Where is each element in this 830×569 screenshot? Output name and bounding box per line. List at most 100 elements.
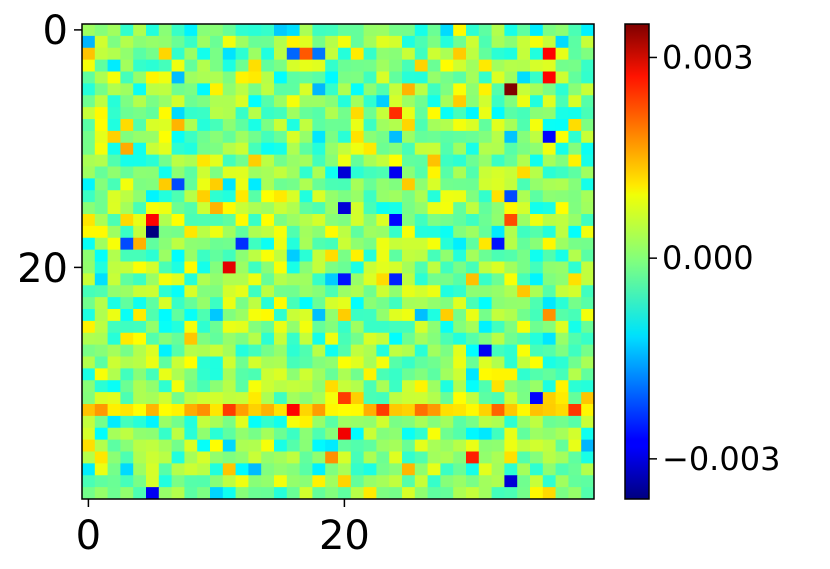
heatmap-cell [133,392,147,405]
heatmap-cell [466,35,480,49]
heatmap-cell [338,285,352,298]
heatmap-cell [478,107,492,120]
heatmap-cell [542,261,556,274]
heatmap-cell [389,249,403,262]
heatmap-cell [440,47,454,61]
heatmap-cell [376,332,390,346]
heatmap-cell [581,320,595,334]
heatmap-cell [555,214,569,227]
heatmap-cell [453,130,467,144]
heatmap-cell [453,404,467,417]
heatmap-cell [402,463,416,476]
heatmap-cell [568,356,582,369]
heatmap-cell [517,249,531,262]
heatmap-cell [504,119,518,132]
heatmap-cell [146,475,160,488]
heatmap-cell [414,261,428,274]
heatmap-cell [363,59,377,72]
heatmap-cell [158,35,172,49]
heatmap-cell [312,107,326,120]
heatmap-cell [491,24,505,37]
heatmap-cell [222,309,236,322]
heatmap-cell [235,24,249,37]
heatmap-cell [478,368,492,381]
heatmap-cell [542,356,556,369]
heatmap-cell [466,475,480,488]
heatmap-cell [491,415,505,429]
heatmap-cell [210,59,224,72]
heatmap-cell [517,225,531,239]
heatmap-cell [120,309,134,322]
heatmap-cell [466,59,480,72]
heatmap-cell [363,309,377,322]
heatmap-cell [517,214,531,227]
heatmap-cell [325,35,339,49]
heatmap-cell [389,107,403,120]
heatmap-cell [491,59,505,72]
heatmap-cell [517,59,531,72]
heatmap-cell [171,107,185,120]
heatmap-cell [453,415,467,429]
heatmap-cell [312,95,326,108]
heatmap-cell [363,214,377,227]
heatmap-cell [453,166,467,179]
heatmap-cell [427,368,441,381]
heatmap-cell [325,202,339,215]
heatmap-cell [427,178,441,191]
heatmap-cell [389,95,403,108]
heatmap-cell [517,261,531,274]
heatmap-cell [440,214,454,227]
heatmap-cell [274,237,288,251]
heatmap-cell [210,178,224,191]
heatmap-cell [478,392,492,405]
heatmap-cell [261,83,275,96]
heatmap-cell [542,463,556,476]
heatmap-cell [82,166,96,179]
heatmap-cell [440,154,454,167]
heatmap-cell [427,249,441,262]
heatmap-cell [568,237,582,251]
heatmap-cell [453,237,467,251]
heatmap-cell [120,249,134,262]
heatmap-cell [402,368,416,381]
heatmap-cell [248,273,262,286]
heatmap-cell [478,130,492,144]
heatmap-cell [146,285,160,298]
heatmap-cell [427,190,441,203]
heatmap-cell [222,297,236,310]
heatmap-cell [350,392,364,405]
heatmap-cell [530,332,544,346]
heatmap-cell [171,392,185,405]
heatmap-cell [171,475,185,488]
heatmap-cell [261,297,275,310]
heatmap-cell [210,297,224,310]
heatmap-cell [158,202,172,215]
heatmap-cell [94,202,108,215]
heatmap-cell [338,107,352,120]
heatmap-cell [82,392,96,405]
heatmap-cell [133,415,147,429]
heatmap-cell [222,202,236,215]
heatmap-cell [542,344,556,357]
heatmap-cell [376,35,390,49]
heatmap-cell [120,332,134,346]
heatmap-cell [325,59,339,72]
heatmap-cell [338,487,352,500]
heatmap-cell [478,95,492,108]
heatmap-cell [248,190,262,203]
heatmap-cell [440,273,454,286]
heatmap-cell [82,332,96,346]
heatmap-cell [146,214,160,227]
heatmap-cell [350,190,364,203]
heatmap-cell [440,83,454,96]
heatmap-cell [581,142,595,156]
heatmap-cell [427,237,441,251]
heatmap-cell [555,95,569,108]
heatmap-cell [478,178,492,191]
heatmap-cell [248,439,262,452]
heatmap-cell [402,83,416,96]
heatmap-cell [325,178,339,191]
heatmap-cell [414,47,428,61]
heatmap-cell [248,95,262,108]
heatmap-cell [274,392,288,405]
